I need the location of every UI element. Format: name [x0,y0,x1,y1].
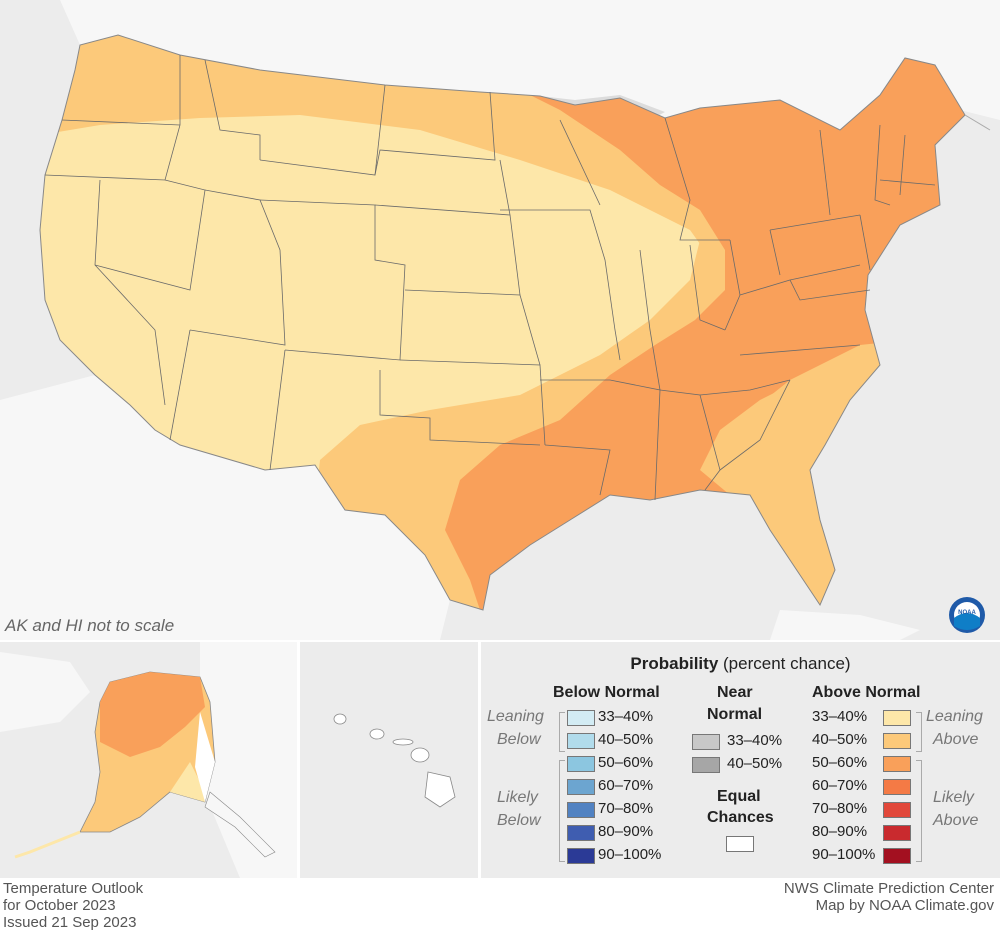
legend-title: Probability (percent chance) [481,654,1000,674]
above-normal-heading: Above Normal [812,684,921,701]
below-item-label: 33–40% [598,708,654,725]
atlantic-coast [964,114,991,131]
alaska-panhandle [204,791,276,858]
below-leaning-label-2: Below [497,731,541,748]
outlook-caption: Temperature Outlook for October 2023 Iss… [3,880,143,931]
alaska-inset [0,642,297,878]
above-leaning-bracket [916,712,922,752]
above-item-swatch [883,802,911,818]
above-item-label: 90–100% [812,846,876,863]
hawaii-map-svg [333,713,456,808]
near-normal-heading-2: Normal [707,706,763,723]
above-item-swatch [883,756,911,772]
above-item-swatch [883,733,911,749]
below-normal-heading: Below Normal [553,684,660,701]
svg-text:NOAA: NOAA [958,610,976,616]
below-item-swatch [567,802,595,818]
below-item-label: 90–100% [598,846,662,863]
credit-map: Map by NOAA Climate.gov [815,897,994,914]
below-item-swatch [567,710,595,726]
legend-title-bold: Probability [630,654,719,673]
alaska-map-svg [0,642,297,878]
below-item-label: 70–80% [598,800,654,817]
canada-land [0,0,1000,130]
below-item-swatch [567,756,595,772]
below-item-label: 60–70% [598,777,654,794]
equal-chances-heading-1: Equal [717,788,761,805]
below-leaning-bracket [559,712,565,752]
credit-caption: NWS Climate Prediction Center Map by NOA… [784,880,994,914]
above-item-label: 40–50% [812,731,868,748]
below-likely-label-2: Below [497,812,541,829]
scale-note: AK and HI not to scale [5,616,175,635]
caption-title: Temperature Outlook [3,880,144,897]
above-leaning-label-2: Above [933,731,979,748]
above-item-swatch [883,710,911,726]
near-normal-heading-1: Near [717,684,753,701]
above-item-label: 70–80% [812,800,868,817]
cuba-land [770,610,920,640]
equal-chances-heading-2: Chances [707,809,774,826]
above-item-swatch [883,825,911,841]
below-likely-label-1: Likely [497,789,538,806]
region-likely-above [445,35,965,610]
above-item-swatch [883,848,911,864]
below-item-swatch [567,848,595,864]
below-item-label: 40–50% [598,731,654,748]
above-leaning-label-1: Leaning [926,708,983,725]
above-item-swatch [883,779,911,795]
aleutian-chain [14,830,81,859]
mexico-land [0,375,450,640]
hawaii-inset [300,642,478,878]
conus-map-svg [0,0,1000,640]
below-item-swatch [567,779,595,795]
below-item-swatch [567,733,595,749]
near-item-swatch [692,734,720,750]
alaska-equal-chances [195,712,215,802]
caption-issued: Issued 21 Sep 2023 [3,914,137,931]
russia-land [0,652,90,732]
state-borders [39,34,966,611]
above-item-label: 50–60% [812,754,868,771]
legend-panel: Probability (percent chance) Below Norma… [481,642,1000,878]
near-item-swatch [692,757,720,773]
island-oahu [369,728,385,740]
island-hawaii [424,771,456,808]
above-likely-label-2: Above [933,812,979,829]
main-map: AK and HI not to scale NOAA [0,0,1000,640]
above-likely-bracket [916,760,922,862]
near-item-label: 33–40% [727,732,783,749]
near-item-label: 40–50% [727,755,783,772]
caption-period: for October 2023 [3,897,116,914]
legend-title-rest: (percent chance) [718,654,851,673]
island-kauai [333,713,347,725]
above-item-label: 33–40% [812,708,868,725]
credit-source: NWS Climate Prediction Center [783,880,994,897]
noaa-logo-icon: NOAA [949,597,985,633]
above-item-label: 80–90% [812,823,868,840]
above-item-label: 60–70% [812,777,868,794]
above-likely-label-1: Likely [933,789,974,806]
equal-chances-swatch [726,836,754,852]
below-likely-bracket [559,760,565,862]
island-molokai [392,738,414,746]
alaska-orange-region [100,672,205,757]
below-item-swatch [567,825,595,841]
below-item-label: 80–90% [598,823,654,840]
alaska-southeast-lean [170,762,205,802]
below-item-label: 50–60% [598,754,654,771]
below-leaning-label-1: Leaning [487,708,544,725]
island-maui [410,747,430,763]
